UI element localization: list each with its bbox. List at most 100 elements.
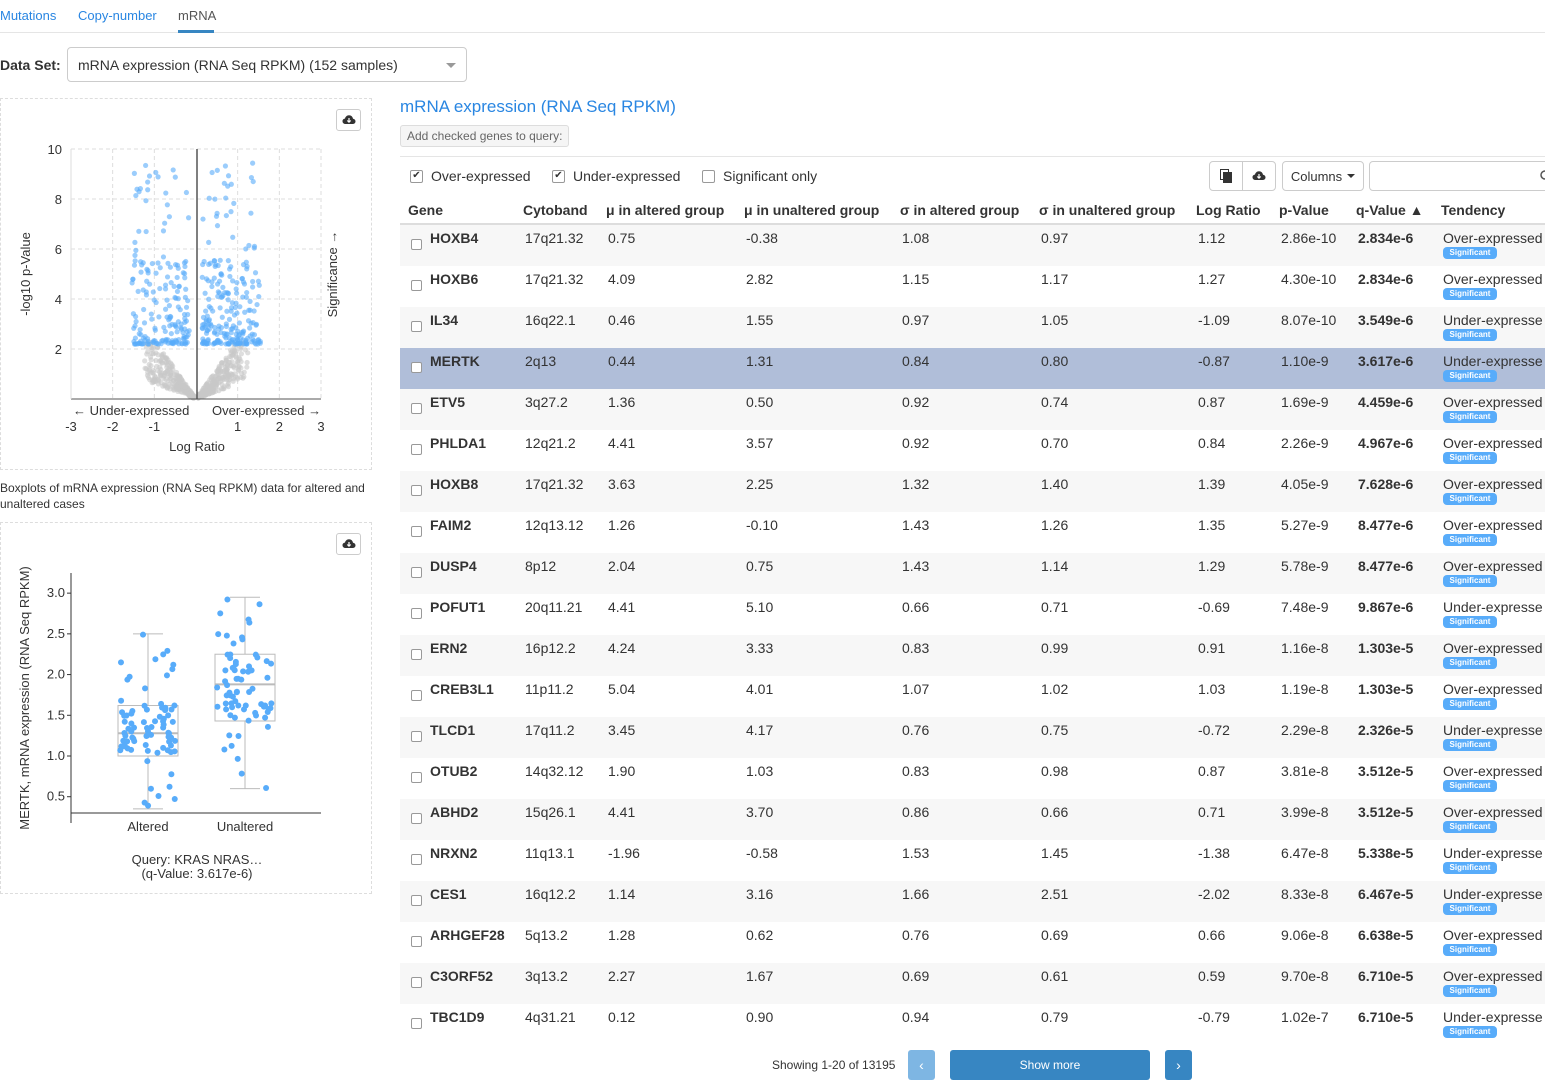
- cell-gene[interactable]: FAIM2: [430, 517, 472, 533]
- volcano-point: [216, 380, 222, 386]
- table-row[interactable]: HOXB6 17q21.32 4.09 2.82 1.15 1.17 1.27 4.30e-1…: [400, 266, 1545, 307]
- row-checkbox[interactable]: [411, 608, 422, 619]
- boxplot-download-button[interactable]: [336, 533, 361, 555]
- row-checkbox[interactable]: [411, 977, 422, 988]
- dataset-select[interactable]: mRNA expression (RNA Seq RPKM) (152 samp…: [67, 47, 467, 82]
- table-row[interactable]: ERN2 16p12.2 4.24 3.33 0.83 0.99 0.91 1.16e-8 1.…: [400, 635, 1545, 676]
- show-more-button[interactable]: Show more: [950, 1050, 1150, 1080]
- table-row[interactable]: POFUT1 20q11.21 4.41 5.10 0.66 0.71 -0.69 7.48e…: [400, 594, 1545, 635]
- row-checkbox[interactable]: [411, 321, 422, 332]
- cell-gene[interactable]: HOXB8: [430, 476, 479, 492]
- table-row[interactable]: ABHD2 15q26.1 4.41 3.70 0.86 0.66 0.71 3.99e-8 3…: [400, 799, 1545, 840]
- header-mu-altered[interactable]: μ in altered group: [606, 202, 725, 218]
- cell-gene[interactable]: HOXB6: [430, 271, 479, 287]
- row-checkbox[interactable]: [411, 1018, 422, 1029]
- row-checkbox[interactable]: [411, 936, 422, 947]
- volcano-point: [201, 258, 207, 265]
- cell-gene[interactable]: ABHD2: [430, 804, 479, 820]
- table-row[interactable]: CREB3L1 11p11.2 5.04 4.01 1.07 1.02 1.03 1.19e-…: [400, 676, 1545, 717]
- table-download-button[interactable]: [1243, 162, 1275, 190]
- cell-gene[interactable]: IL34: [430, 312, 459, 328]
- filter-over-expressed[interactable]: ✔ Over-expressed: [410, 168, 531, 184]
- volcano-point: [157, 369, 163, 375]
- filter-significant-only-checkbox[interactable]: [702, 169, 715, 183]
- cell-gene[interactable]: HOXB4: [430, 230, 479, 246]
- cell-q-value: 1.303e-5: [1358, 640, 1414, 656]
- header-log-ratio[interactable]: Log Ratio: [1196, 202, 1261, 218]
- row-checkbox[interactable]: [411, 239, 422, 250]
- row-checkbox[interactable]: [411, 690, 422, 701]
- row-checkbox[interactable]: [411, 772, 422, 783]
- cell-gene[interactable]: NRXN2: [430, 845, 478, 861]
- next-page-button[interactable]: ›: [1165, 1050, 1192, 1080]
- row-checkbox[interactable]: [411, 362, 422, 373]
- table-row[interactable]: PHLDA1 12q21.2 4.41 3.57 0.92 0.70 0.84 2.26e-9…: [400, 430, 1545, 471]
- filter-under-expressed-checkbox[interactable]: ✔: [552, 169, 565, 183]
- filter-under-expressed[interactable]: ✔ Under-expressed: [552, 168, 680, 184]
- filter-significant-only[interactable]: Significant only: [702, 168, 817, 184]
- previous-page-button[interactable]: ‹: [908, 1050, 935, 1080]
- row-checkbox[interactable]: [411, 731, 422, 742]
- volcano-point: [230, 352, 236, 358]
- filter-over-expressed-checkbox[interactable]: ✔: [410, 169, 423, 183]
- row-checkbox[interactable]: [411, 526, 422, 537]
- table-row[interactable]: DUSP4 8p12 2.04 0.75 1.43 1.14 1.29 5.78e-9 8.47…: [400, 553, 1545, 594]
- row-checkbox[interactable]: [411, 813, 422, 824]
- volcano-point: [237, 304, 243, 310]
- columns-dropdown-button[interactable]: Columns: [1282, 161, 1364, 191]
- header-sigma-unaltered[interactable]: σ in unaltered group: [1039, 202, 1176, 218]
- cell-q-value: 6.638e-5: [1358, 927, 1414, 943]
- row-checkbox[interactable]: [411, 649, 422, 660]
- row-checkbox[interactable]: [411, 895, 422, 906]
- volcano-point: [142, 333, 148, 340]
- table-search-input[interactable]: [1369, 161, 1545, 191]
- table-row[interactable]: HOXB8 17q21.32 3.63 2.25 1.32 1.40 1.39 4.05e-9…: [400, 471, 1545, 512]
- table-row[interactable]: FAIM2 12q13.12 1.26 -0.10 1.43 1.26 1.35 5.27e-…: [400, 512, 1545, 553]
- header-q-value[interactable]: q-Value ▲: [1356, 202, 1424, 218]
- cell-gene[interactable]: TBC1D9: [430, 1009, 485, 1025]
- table-row[interactable]: ARHGEF28 5q13.2 1.28 0.62 0.76 0.69 0.66 9.06e-…: [400, 922, 1545, 963]
- table-row[interactable]: NRXN2 11q13.1 -1.96 -0.58 1.53 1.45 -1.38 6.47e…: [400, 840, 1545, 881]
- row-checkbox[interactable]: [411, 403, 422, 414]
- cell-gene[interactable]: TLCD1: [430, 722, 476, 738]
- header-tendency[interactable]: Tendency: [1441, 202, 1506, 218]
- row-checkbox[interactable]: [411, 444, 422, 455]
- table-row[interactable]: OTUB2 14q32.12 1.90 1.03 0.83 0.98 0.87 3.81e-8…: [400, 758, 1545, 799]
- header-cytoband[interactable]: Cytoband: [523, 202, 588, 218]
- cell-gene[interactable]: DUSP4: [430, 558, 477, 574]
- row-checkbox[interactable]: [411, 485, 422, 496]
- header-p-value[interactable]: p-Value: [1279, 202, 1329, 218]
- cell-gene[interactable]: ERN2: [430, 640, 468, 656]
- table-row[interactable]: CES1 16q12.2 1.14 3.16 1.66 2.51 -2.02 8.33e-8 6…: [400, 881, 1545, 922]
- cell-gene[interactable]: CES1: [430, 886, 467, 902]
- table-row[interactable]: MERTK 2q13 0.44 1.31 0.84 0.80 -0.87 1.10e-9 3.6…: [400, 348, 1545, 389]
- cell-gene[interactable]: PHLDA1: [430, 435, 487, 451]
- header-sigma-altered[interactable]: σ in altered group: [900, 202, 1020, 218]
- header-mu-unaltered[interactable]: μ in unaltered group: [744, 202, 880, 218]
- row-checkbox[interactable]: [411, 567, 422, 578]
- table-row[interactable]: C3ORF52 3q13.2 2.27 1.67 0.69 0.61 0.59 9.70e-8…: [400, 963, 1545, 1004]
- table-row[interactable]: IL34 16q22.1 0.46 1.55 0.97 1.05 -1.09 8.07e-10…: [400, 307, 1545, 348]
- row-checkbox[interactable]: [411, 280, 422, 291]
- cell-gene[interactable]: OTUB2: [430, 763, 478, 779]
- cell-q-value: 6.710e-5: [1358, 968, 1414, 984]
- row-checkbox[interactable]: [411, 854, 422, 865]
- copy-button[interactable]: [1210, 162, 1243, 190]
- tab-bar: Mutations Copy-number mRNA: [0, 0, 1545, 33]
- cell-gene[interactable]: CREB3L1: [430, 681, 494, 697]
- tab-mutations[interactable]: Mutations: [0, 8, 57, 23]
- tab-mrna[interactable]: mRNA: [178, 8, 217, 23]
- cell-gene[interactable]: POFUT1: [430, 599, 486, 615]
- add-checked-genes-button[interactable]: Add checked genes to query:: [400, 125, 570, 147]
- table-row[interactable]: ETV5 3q27.2 1.36 0.50 0.92 0.74 0.87 1.69e-9 4.4…: [400, 389, 1545, 430]
- table-row[interactable]: HOXB4 17q21.32 0.75 -0.38 1.08 0.97 1.12 2.86e-…: [400, 225, 1545, 266]
- cell-gene[interactable]: ETV5: [430, 394, 466, 410]
- cell-gene[interactable]: MERTK: [430, 353, 480, 369]
- header-gene[interactable]: Gene: [408, 202, 444, 218]
- cell-gene[interactable]: C3ORF52: [430, 968, 494, 984]
- volcano-download-button[interactable]: [336, 109, 361, 131]
- cell-gene[interactable]: ARHGEF28: [430, 927, 505, 943]
- table-row[interactable]: TLCD1 17q11.2 3.45 4.17 0.76 0.75 -0.72 2.29e-8…: [400, 717, 1545, 758]
- table-row[interactable]: TBC1D9 4q31.21 0.12 0.90 0.94 0.79 -0.79 1.02e-…: [400, 1004, 1545, 1045]
- tab-copy-number[interactable]: Copy-number: [78, 8, 157, 23]
